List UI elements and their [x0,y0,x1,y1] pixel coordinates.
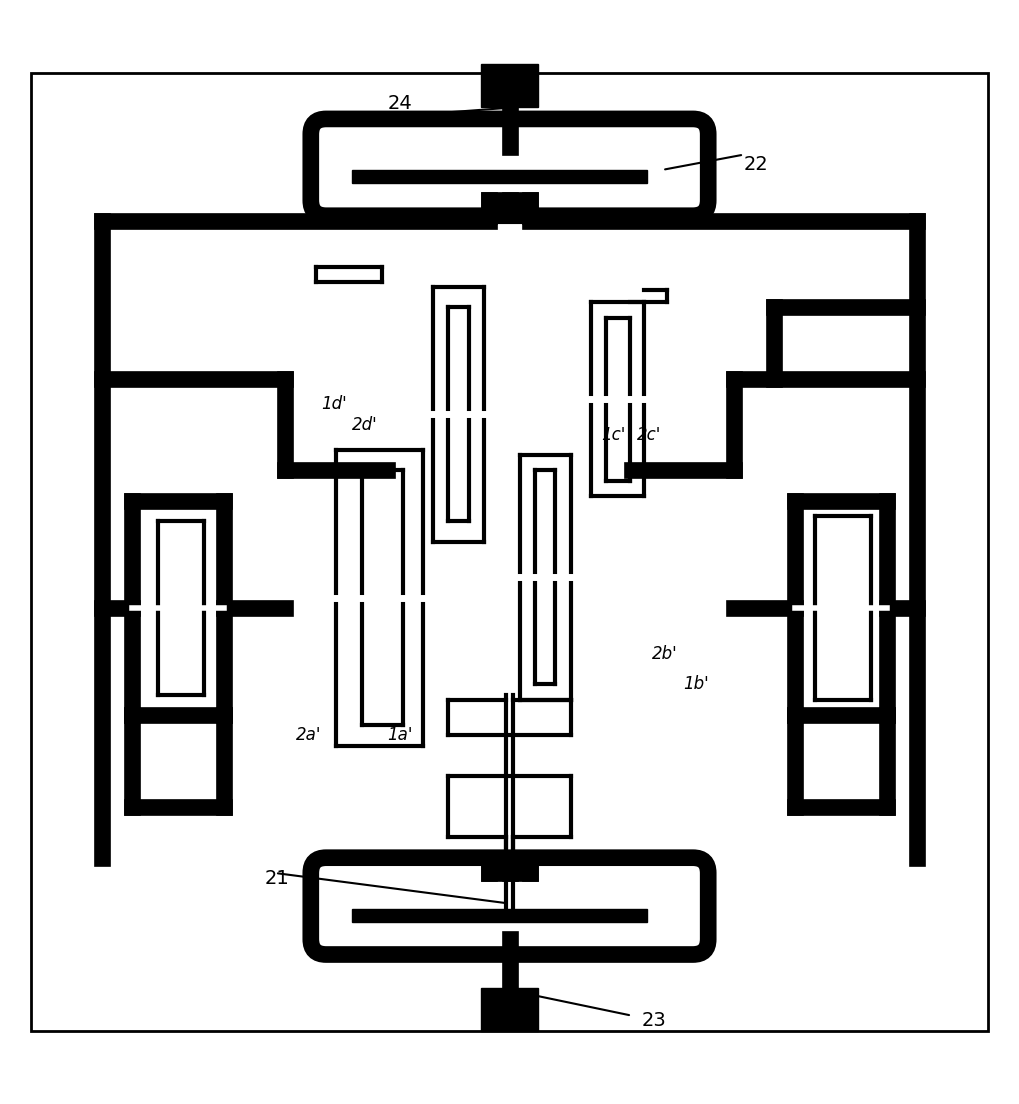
Bar [352,909,647,922]
Text: 21: 21 [265,869,289,888]
Bar [352,170,647,183]
Bar [481,988,538,1031]
Text: 24: 24 [387,94,412,113]
Text: 2a': 2a' [296,726,321,744]
FancyBboxPatch shape [311,119,708,215]
Text: 2b': 2b' [652,645,678,662]
Text: 1c': 1c' [601,426,626,444]
Text: 22: 22 [744,156,768,174]
Text: 2c': 2c' [637,426,661,444]
Text: 1a': 1a' [387,726,413,744]
FancyBboxPatch shape [311,858,708,955]
Text: 2d': 2d' [352,415,377,434]
Bar [481,64,538,107]
Text: 1b': 1b' [683,676,708,693]
Text: 1d': 1d' [321,395,346,413]
Text: 23: 23 [642,1011,666,1030]
